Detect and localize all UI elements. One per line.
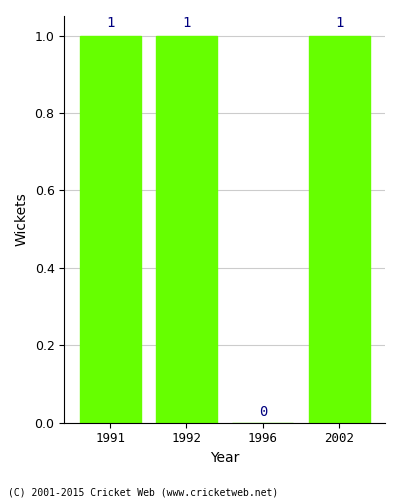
X-axis label: Year: Year [210,451,239,465]
Text: (C) 2001-2015 Cricket Web (www.cricketweb.net): (C) 2001-2015 Cricket Web (www.cricketwe… [8,488,278,498]
Text: 1: 1 [335,16,343,30]
Bar [156,36,217,422]
Text: 0: 0 [259,405,267,419]
Y-axis label: Wickets: Wickets [15,192,29,246]
Bar [80,36,141,422]
Text: 1: 1 [106,16,114,30]
Text: 1: 1 [182,16,191,30]
Bar [309,36,370,422]
